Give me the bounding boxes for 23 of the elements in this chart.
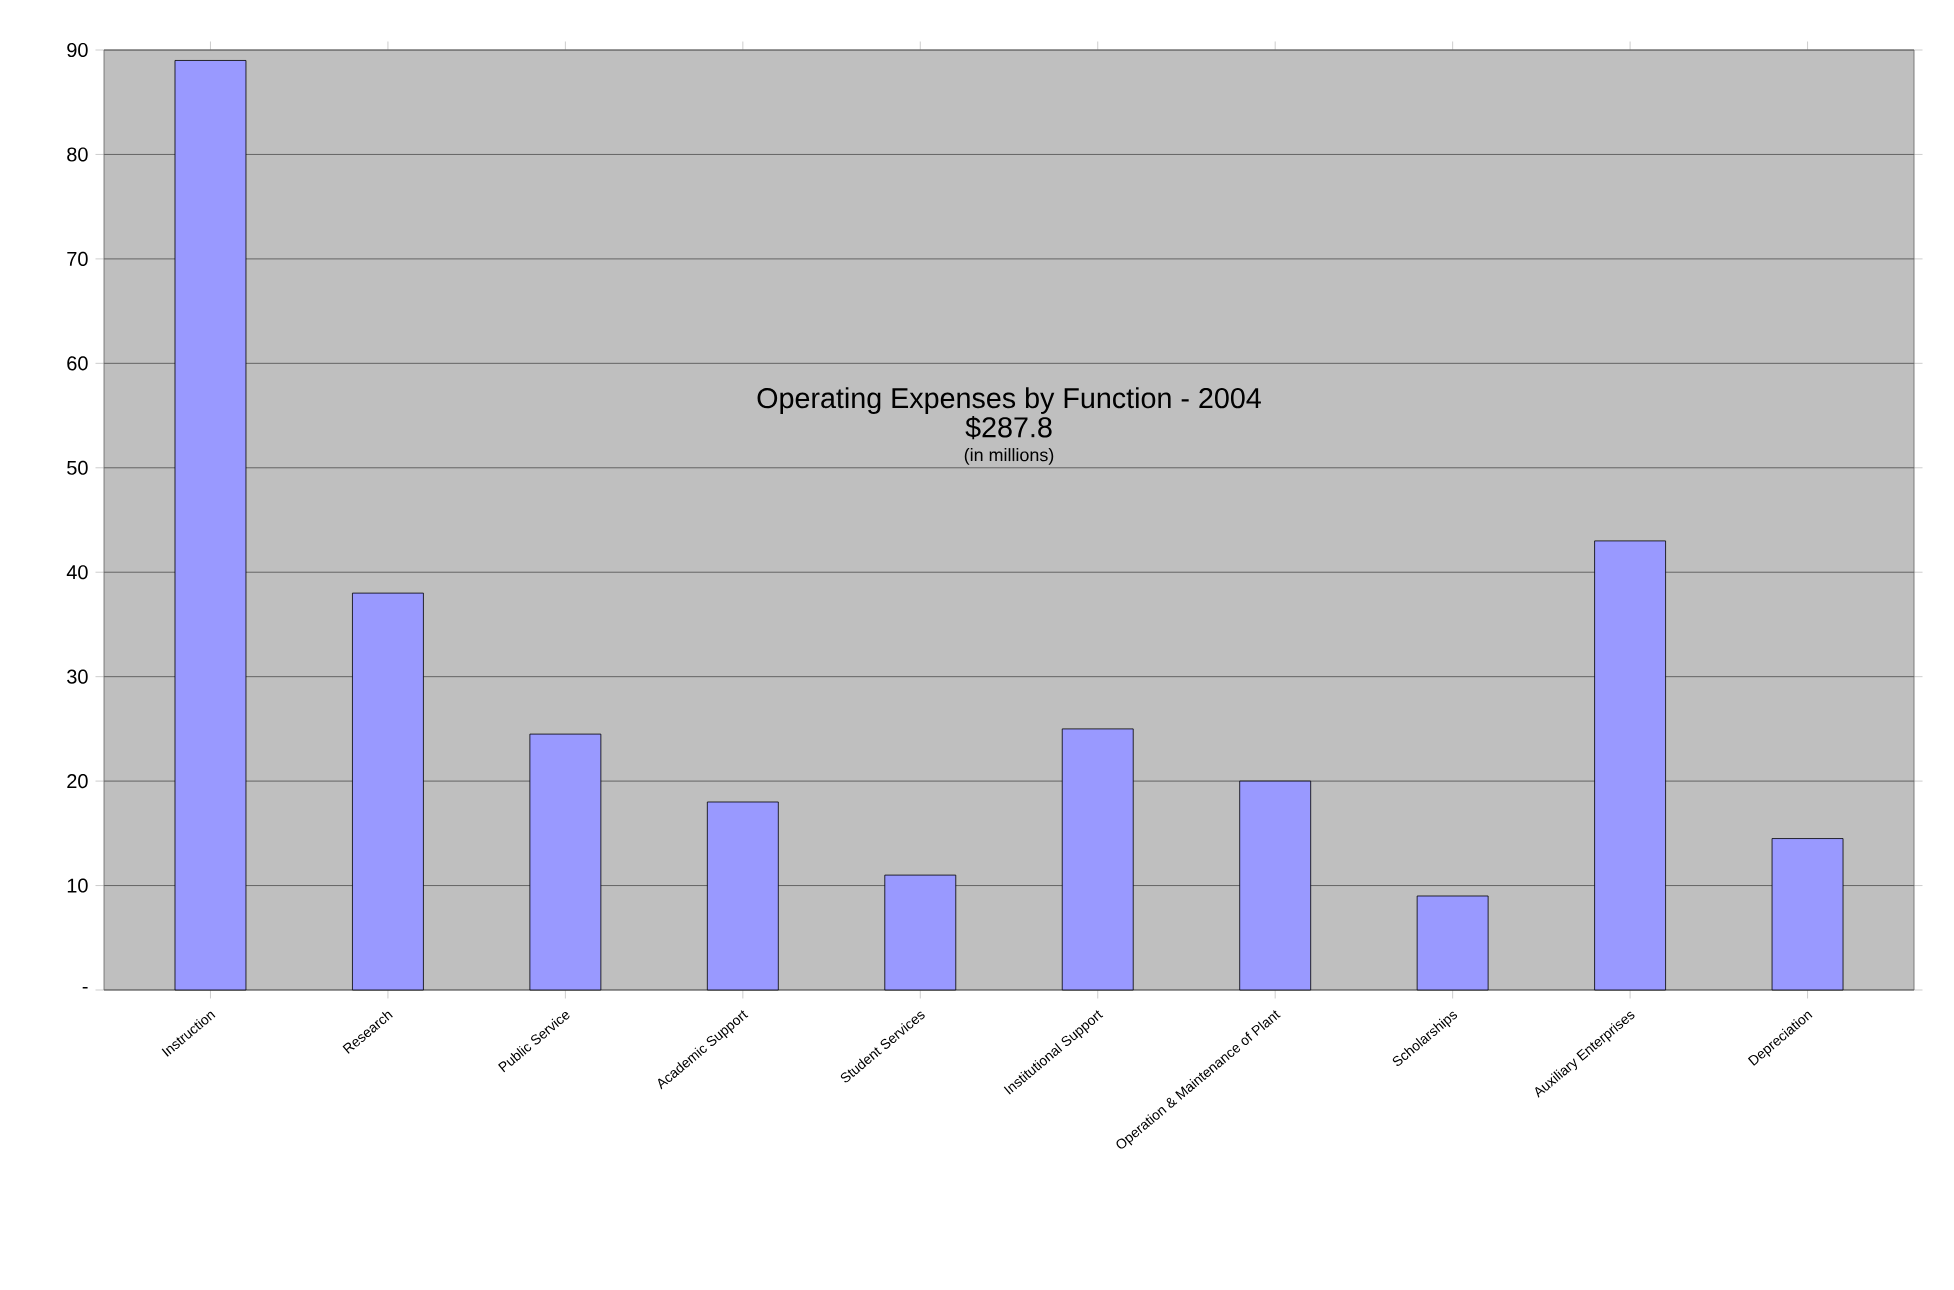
annotation: (in millions) [964,448,1054,465]
y-tick-label: 50 [67,460,88,475]
y-tick-label: - [82,986,88,989]
y-tick-label: 30 [67,669,88,684]
text: $287.8 [965,415,1052,440]
y-tick-label: 60 [67,356,88,371]
bar [884,874,957,991]
y-tick-label: 10 [67,878,88,893]
y-tick-label: 90 [67,42,88,58]
y-tick-label: 70 [67,251,88,266]
bar [1061,728,1134,991]
y-tick-label: 40 [66,565,88,580]
bar [1416,895,1489,991]
bar [352,592,424,991]
text: Operating Expenses by Function - 2004 [757,387,1261,414]
bar [1594,540,1666,991]
bar [1239,780,1312,991]
y-tick-label: 80 [67,147,88,162]
bar [1771,838,1844,991]
bar [529,733,602,991]
y-tick-label: 20 [67,774,88,789]
bar [706,801,779,991]
bar [174,60,247,991]
